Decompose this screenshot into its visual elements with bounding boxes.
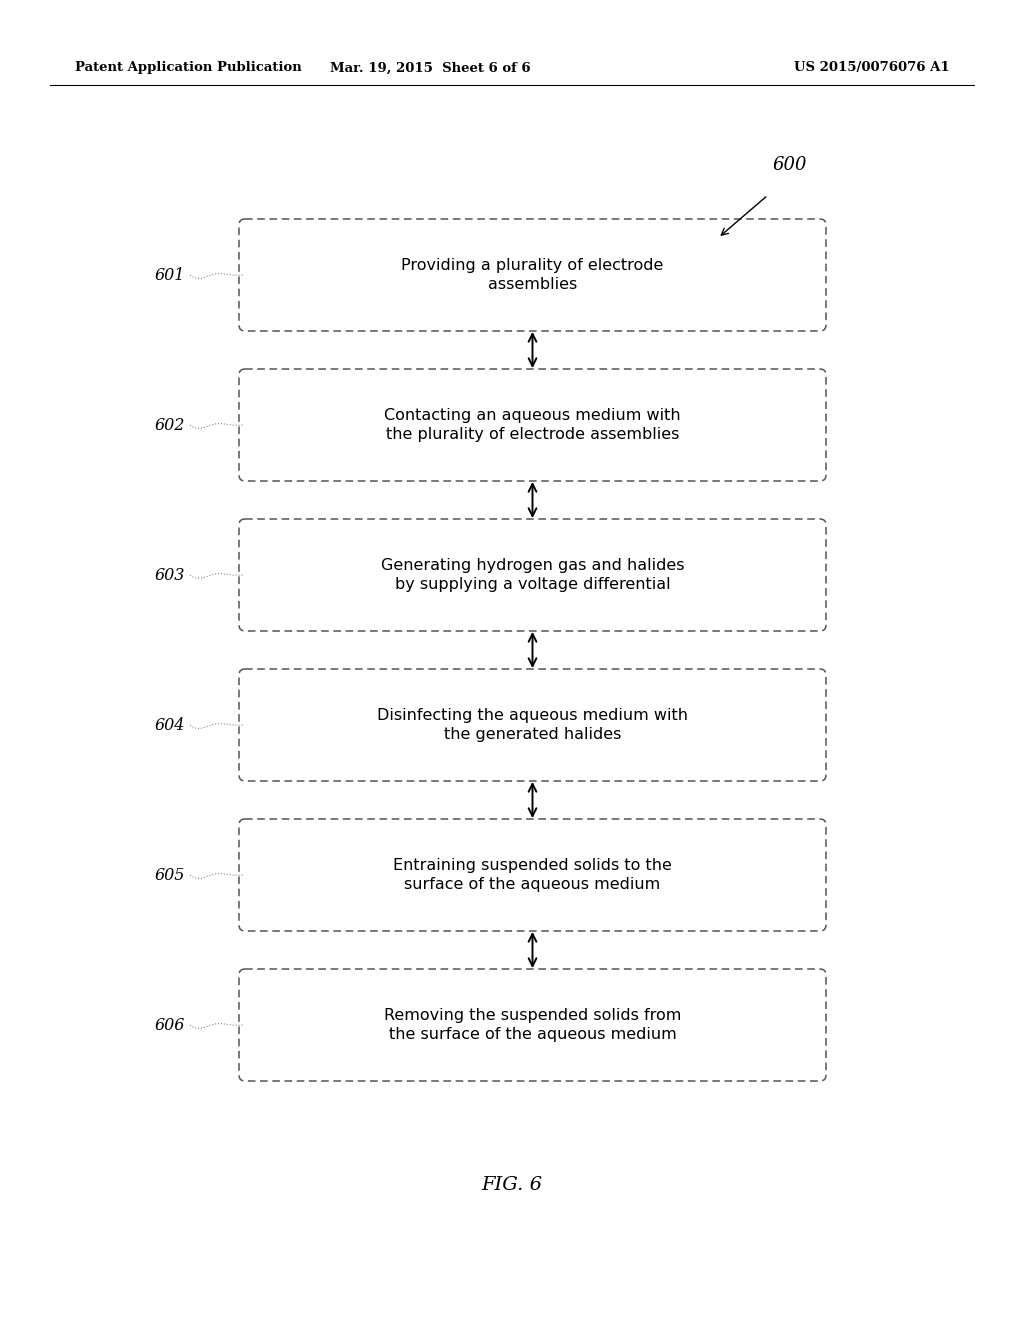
Text: FIG. 6: FIG. 6 bbox=[481, 1176, 543, 1195]
FancyBboxPatch shape bbox=[239, 818, 826, 931]
FancyBboxPatch shape bbox=[239, 519, 826, 631]
FancyBboxPatch shape bbox=[239, 219, 826, 331]
Text: 602: 602 bbox=[155, 417, 185, 433]
Text: 603: 603 bbox=[155, 566, 185, 583]
Text: Mar. 19, 2015  Sheet 6 of 6: Mar. 19, 2015 Sheet 6 of 6 bbox=[330, 62, 530, 74]
Text: Entraining suspended solids to the
surface of the aqueous medium: Entraining suspended solids to the surfa… bbox=[393, 858, 672, 892]
Text: 600: 600 bbox=[773, 156, 807, 174]
Text: Generating hydrogen gas and halides
by supplying a voltage differential: Generating hydrogen gas and halides by s… bbox=[381, 557, 684, 593]
Text: 604: 604 bbox=[155, 717, 185, 734]
Text: 601: 601 bbox=[155, 267, 185, 284]
Text: Contacting an aqueous medium with
the plurality of electrode assemblies: Contacting an aqueous medium with the pl… bbox=[384, 408, 681, 442]
FancyBboxPatch shape bbox=[239, 969, 826, 1081]
Text: US 2015/0076076 A1: US 2015/0076076 A1 bbox=[795, 62, 950, 74]
Text: Disinfecting the aqueous medium with
the generated halides: Disinfecting the aqueous medium with the… bbox=[377, 708, 688, 742]
Text: 606: 606 bbox=[155, 1016, 185, 1034]
Text: Patent Application Publication: Patent Application Publication bbox=[75, 62, 302, 74]
Text: 605: 605 bbox=[155, 866, 185, 883]
FancyBboxPatch shape bbox=[239, 370, 826, 480]
FancyBboxPatch shape bbox=[239, 669, 826, 781]
Text: Removing the suspended solids from
the surface of the aqueous medium: Removing the suspended solids from the s… bbox=[384, 1007, 681, 1043]
Text: Providing a plurality of electrode
assemblies: Providing a plurality of electrode assem… bbox=[401, 257, 664, 293]
